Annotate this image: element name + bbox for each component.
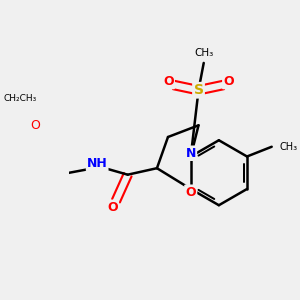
Text: O: O xyxy=(107,201,118,214)
Text: CH₂CH₃: CH₂CH₃ xyxy=(4,94,37,103)
Text: S: S xyxy=(194,83,203,97)
Text: O: O xyxy=(31,119,40,133)
Text: O: O xyxy=(163,75,174,88)
Text: O: O xyxy=(185,186,196,199)
Text: O: O xyxy=(223,75,234,88)
Text: CH₃: CH₃ xyxy=(280,142,298,152)
Text: NH: NH xyxy=(87,157,107,170)
Text: CH₃: CH₃ xyxy=(194,48,213,58)
Text: N: N xyxy=(185,147,196,160)
